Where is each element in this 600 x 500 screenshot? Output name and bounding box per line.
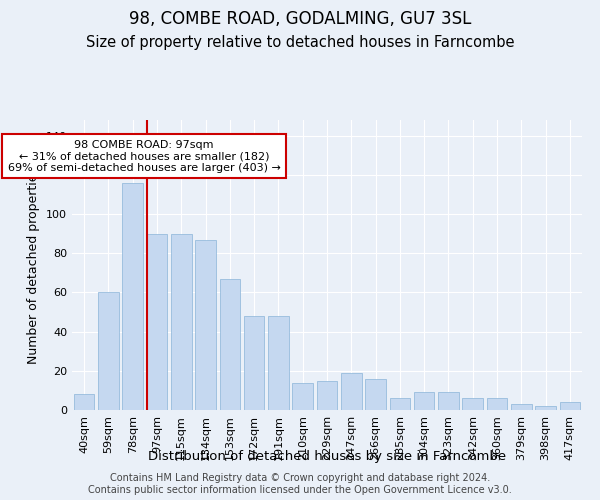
Bar [438, 392, 459, 410]
Bar [292, 382, 313, 410]
Bar [535, 406, 556, 410]
Bar [98, 292, 119, 410]
Text: 98 COMBE ROAD: 97sqm
← 31% of detached houses are smaller (182)
69% of semi-deta: 98 COMBE ROAD: 97sqm ← 31% of detached h… [8, 140, 281, 173]
Bar [74, 394, 94, 410]
Y-axis label: Number of detached properties: Number of detached properties [28, 166, 40, 364]
Bar [487, 398, 508, 410]
Bar [146, 234, 167, 410]
Bar [463, 398, 483, 410]
Bar [414, 392, 434, 410]
Bar [511, 404, 532, 410]
Bar [560, 402, 580, 410]
Text: 98, COMBE ROAD, GODALMING, GU7 3SL: 98, COMBE ROAD, GODALMING, GU7 3SL [129, 10, 471, 28]
Bar [389, 398, 410, 410]
Text: Distribution of detached houses by size in Farncombe: Distribution of detached houses by size … [148, 450, 506, 463]
Bar [195, 240, 216, 410]
Bar [317, 380, 337, 410]
Bar [268, 316, 289, 410]
Bar [341, 373, 362, 410]
Bar [171, 234, 191, 410]
Bar [244, 316, 265, 410]
Text: Contains HM Land Registry data © Crown copyright and database right 2024.
Contai: Contains HM Land Registry data © Crown c… [88, 474, 512, 495]
Bar [122, 182, 143, 410]
Bar [220, 278, 240, 410]
Bar [365, 378, 386, 410]
Text: Size of property relative to detached houses in Farncombe: Size of property relative to detached ho… [86, 35, 514, 50]
